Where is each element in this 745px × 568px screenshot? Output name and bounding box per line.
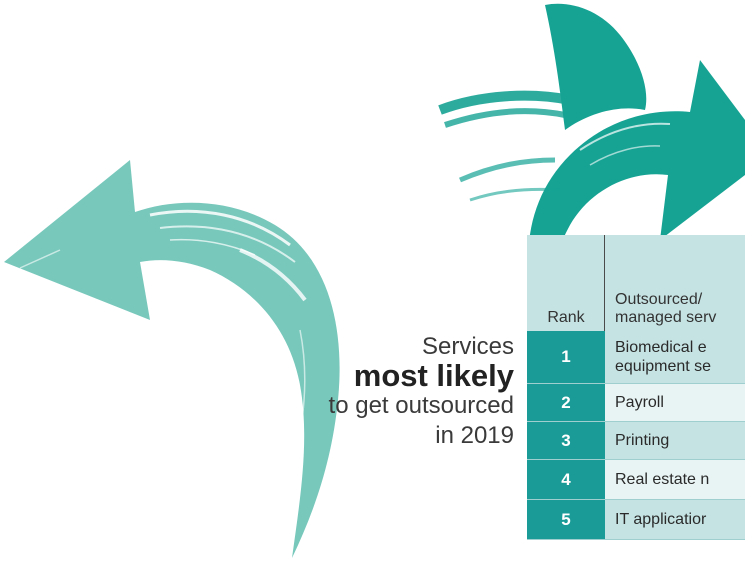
header-rank-cell: Rank [527,235,605,331]
table-header: Rank Outsourced/ managed serv [527,235,745,331]
service-cell: Printing [615,432,670,449]
table-row: 5 IT applicatior [527,500,745,540]
headline-services: Services [421,333,514,360]
table-row: 4 Real estate n [527,460,745,500]
ranking-table: Rank Outsourced/ managed serv 1 Biomedic… [527,235,745,568]
rank-cell: 2 [527,384,605,421]
curved-arrow-right-icon [438,3,745,305]
headline-to-get-outsourced: to get outsourced [328,392,514,419]
service-cell: Real estate n [615,471,710,488]
service-cell: Payroll [615,394,664,411]
header-service-label: Outsourced/ managed serv [615,291,717,326]
rank-cell: 3 [527,422,605,459]
rank-cell: 1 [527,331,605,383]
table-row: 3 Printing [527,422,745,460]
headline-most-likely: most likely [353,358,514,393]
service-cell: IT applicatior [615,511,707,528]
headline-year: in 2019 [435,422,514,449]
header-rank-label: Rank [547,309,585,326]
table-row: 2 Payroll [527,384,745,422]
rank-cell: 4 [527,460,605,499]
headline: Services most likely to get outsourced i… [230,333,514,451]
curved-arrow-left-icon [4,160,340,558]
rank-cell: 5 [527,500,605,539]
table-row: 1 Biomedical e equipment se [527,331,745,384]
service-cell: Biomedical e equipment se [615,339,712,375]
